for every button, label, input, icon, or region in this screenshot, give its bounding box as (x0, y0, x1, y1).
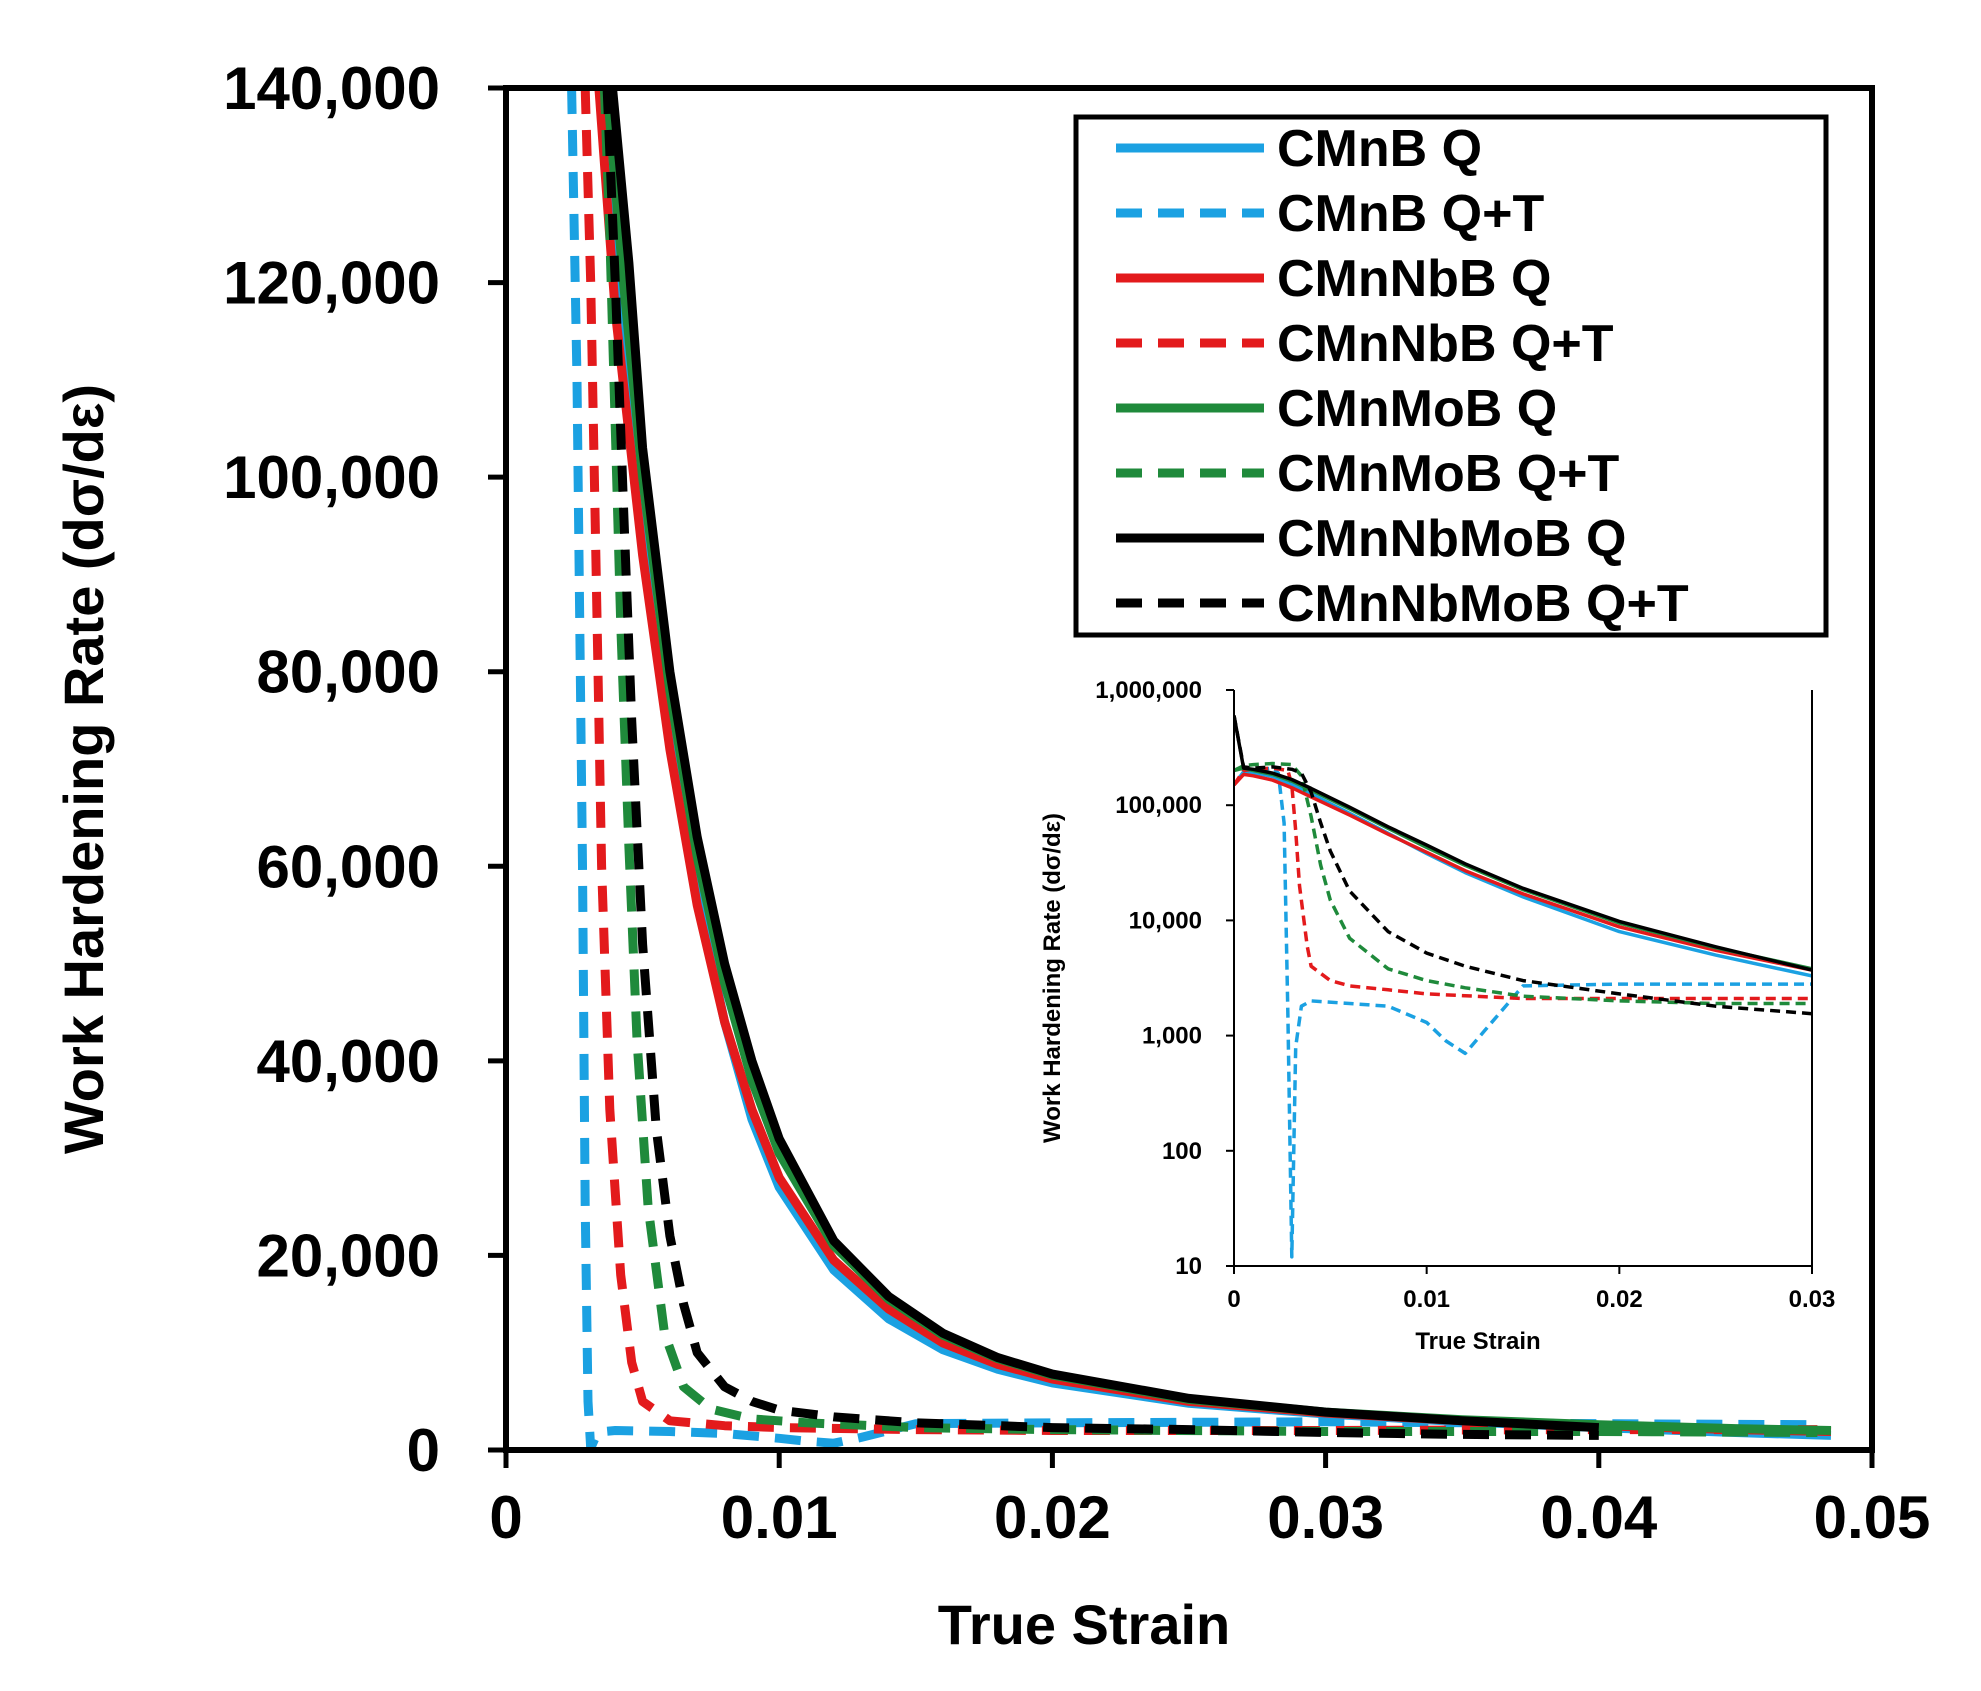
inset-series-7-line (1234, 715, 1812, 972)
main-y-axis-title: Work Hardening Rate (dσ/dε) (52, 384, 115, 1154)
main-x-tick-label: 0.01 (721, 1484, 838, 1551)
inset-series-6-line (1234, 761, 1812, 1006)
main-series-cmnb-q-plus-t-line (567, 88, 1818, 1450)
main-series-group (567, 88, 1832, 1450)
inset-x-tick-label: 0.03 (1789, 1286, 1836, 1313)
main-y-tick-label: 0 (407, 1417, 440, 1484)
main-y-tick-label: 20,000 (256, 1222, 440, 1289)
main-y-tick-label: 100,000 (223, 444, 440, 511)
main-x-tick-labels: 0 0.01 0.02 0.03 0.04 0.05 (489, 1484, 1930, 1551)
inset-tick-marks (1226, 689, 1813, 1274)
legend: CMnB Q CMnB Q+T CMnNbB Q CMnNbB Q+T CMnMoB Q… (1073, 114, 1829, 638)
inset-y-tick-label: 1,000,000 (1095, 677, 1202, 704)
legend-item-cmnmob-q-plus-t: CMnMoB Q+T (1116, 445, 1620, 503)
main-x-tick-label: 0.02 (994, 1484, 1111, 1551)
inset-y-tick-labels: 10 100 1,000 10,000 100,000 1,000,000 (1095, 677, 1202, 1280)
inset-chart: 0 0.01 0.02 0.03 10 100 1,000 10,000 100,000 1,0… (1039, 677, 1835, 1355)
legend-label-cmnnbb-q-plus-t: CMnNbB Q+T (1277, 315, 1614, 373)
inset-y-tick-label: 100 (1162, 1138, 1202, 1165)
legend-label-cmnnbmob-q-plus-t: CMnNbMoB Q+T (1277, 575, 1689, 633)
main-y-tick-label: 80,000 (256, 639, 440, 706)
main-y-tick-label: 40,000 (256, 1028, 440, 1095)
inset-y-tick-label: 10 (1175, 1253, 1202, 1280)
legend-label-cmnnbmob-q: CMnNbMoB Q (1277, 510, 1626, 568)
legend-item-cmnb-q: CMnB Q (1116, 120, 1482, 178)
legend-item-cmnnbb-q: CMnNbB Q (1116, 250, 1551, 308)
main-x-axis-title: True Strain (938, 1593, 1231, 1656)
main-tick-marks (488, 85, 1875, 1468)
main-x-tick-label: 0.04 (1540, 1484, 1657, 1551)
inset-series-2-line (1234, 766, 1812, 1259)
legend-box (1073, 114, 1829, 638)
main-x-tick-label: 0.03 (1267, 1484, 1384, 1551)
inset-y-tick-label: 1,000 (1142, 1023, 1202, 1050)
main-chart: 0 0.01 0.02 0.03 0.04 0.05 0 20,000 40,000 60,00… (52, 55, 1930, 1656)
main-y-tick-label: 140,000 (223, 55, 440, 122)
legend-label-cmnb-q-plus-t: CMnB Q+T (1277, 185, 1544, 243)
legend-label-cmnmob-q-plus-t: CMnMoB Q+T (1277, 445, 1620, 503)
legend-item-cmnnbmob-q-plus-t: CMnNbMoB Q+T (1116, 575, 1689, 633)
inset-x-tick-labels: 0 0.01 0.02 0.03 (1227, 1286, 1835, 1313)
legend-item-cmnnbmob-q: CMnNbMoB Q (1116, 510, 1626, 568)
inset-series-4-line (1234, 766, 1812, 1001)
main-y-tick-label: 60,000 (256, 833, 440, 900)
main-y-tick-label: 120,000 (223, 250, 440, 317)
main-x-tick-label: 0 (489, 1484, 522, 1551)
inset-y-tick-label: 100,000 (1115, 792, 1202, 819)
legend-item-cmnb-q-plus-t: CMnB Q+T (1116, 185, 1544, 243)
legend-item-cmnnbb-q-plus-t: CMnNbB Q+T (1116, 315, 1614, 373)
inset-plot-frame (1233, 690, 1813, 1267)
main-series-cmnnbmob-q-plus-t-line (602, 88, 1599, 1440)
inset-series-3-line (1234, 772, 1812, 972)
inset-y-axis-title: Work Hardening Rate (dσ/dε) (1039, 813, 1066, 1143)
inset-series-group (1234, 715, 1812, 1259)
legend-label-cmnb-q: CMnB Q (1277, 120, 1482, 178)
main-series-cmnnbmob-q-line (608, 88, 1600, 1433)
inset-x-tick-label: 0.02 (1596, 1286, 1643, 1313)
legend-label-cmnnbb-q: CMnNbB Q (1277, 250, 1551, 308)
inset-series-8-line (1234, 715, 1812, 1016)
inset-x-tick-label: 0.01 (1403, 1286, 1450, 1313)
main-x-tick-label: 0.05 (1814, 1484, 1931, 1551)
main-y-tick-labels: 0 20,000 40,000 60,000 80,000 100,000 120,000 1… (223, 55, 440, 1484)
legend-item-cmnmob-q: CMnMoB Q (1116, 380, 1557, 438)
legend-label-cmnmob-q: CMnMoB Q (1277, 380, 1557, 438)
inset-x-tick-label: 0 (1227, 1286, 1240, 1313)
inset-x-axis-title: True Strain (1415, 1328, 1540, 1355)
main-plot-frame (503, 85, 1875, 1453)
inset-y-tick-label: 10,000 (1129, 907, 1202, 934)
